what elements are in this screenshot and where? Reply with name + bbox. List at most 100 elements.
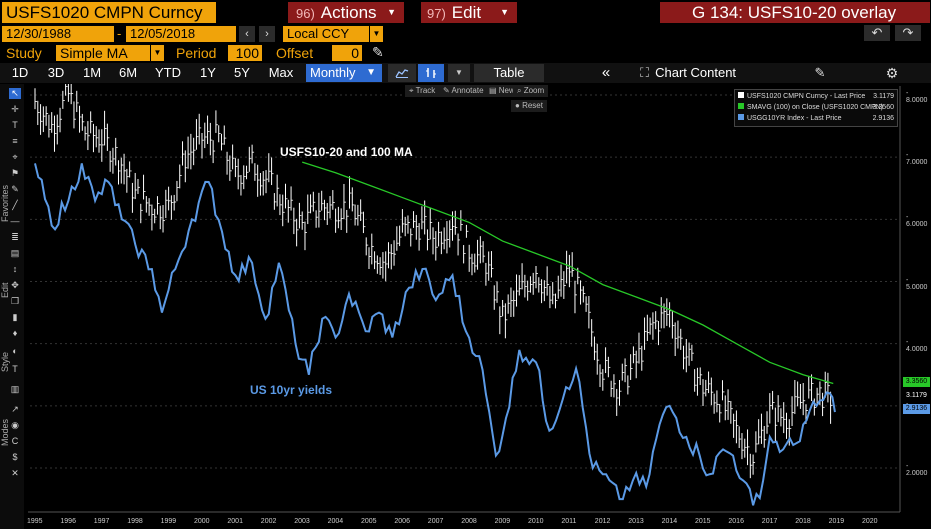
currency-field[interactable]: Local CCY xyxy=(283,26,369,42)
ruler-icon[interactable]: ╱ xyxy=(12,200,18,210)
arrows-icon[interactable]: ✥ xyxy=(11,280,19,290)
x-tick-label: 2002 xyxy=(260,518,277,525)
period-input[interactable]: 100 xyxy=(228,45,262,61)
currency-dropdown-icon[interactable]: ▼ xyxy=(370,26,383,42)
frequency-select[interactable]: Monthly ▼ xyxy=(306,64,382,82)
line-tool-icon[interactable]: — xyxy=(10,216,20,226)
yields-annotation[interactable]: US 10yr yields xyxy=(250,383,333,397)
timeframe-6m[interactable]: 6M xyxy=(118,65,138,80)
legend-item-price: USFS1020 CMPN Curncy - Last Price 3.1179 xyxy=(738,92,896,102)
favorites-label: Favorites xyxy=(0,184,10,222)
x-tick-label: 2015 xyxy=(695,518,711,525)
legend-item-yield: USGG10YR Index - Last Price 2.9136 xyxy=(738,114,896,124)
bar-chart-icon[interactable] xyxy=(418,64,444,82)
timeframe-1y[interactable]: 1Y xyxy=(200,65,216,80)
annotate-icon: ✎ xyxy=(443,86,452,95)
x-tick-label: 2016 xyxy=(728,518,744,525)
offset-input[interactable]: 0 xyxy=(332,45,362,61)
mode-cash-icon[interactable]: $ xyxy=(12,452,18,462)
delete-icon[interactable]: ▮ xyxy=(12,312,18,322)
mode-x-icon[interactable]: ✕ xyxy=(11,468,19,478)
pointer-icon[interactable]: ↖ xyxy=(9,88,21,99)
text-tool-icon[interactable]: T xyxy=(12,120,18,130)
edit-number: 97) xyxy=(427,6,446,21)
offset-label: Offset xyxy=(276,45,314,61)
x-tick-label: 2007 xyxy=(427,518,444,525)
actions-menu-button[interactable]: 96) Actions ▼ xyxy=(288,2,404,23)
fill-icon[interactable]: ▥ xyxy=(10,384,20,394)
track-button[interactable]: ⌖ Track xyxy=(405,85,440,97)
moving-average-line xyxy=(302,161,834,385)
x-tick-label: 2000 xyxy=(194,518,210,525)
table-button[interactable]: Table xyxy=(474,64,544,82)
mode-line-icon[interactable]: ↗ xyxy=(11,404,19,414)
x-tick-label: 2010 xyxy=(528,518,544,525)
timeframe-1m[interactable]: 1M xyxy=(82,65,102,80)
chart-canvas[interactable] xyxy=(0,84,931,529)
text-style-icon[interactable]: T xyxy=(12,364,18,374)
zoom-button[interactable]: ⌕ Zoom xyxy=(513,85,549,97)
timeframe-ytd[interactable]: YTD xyxy=(155,65,181,80)
frequency-caret-icon: ▼ xyxy=(366,67,376,78)
edit-label: Edit xyxy=(451,3,482,22)
chart-content-button[interactable]: ⛶ Chart Content xyxy=(640,64,790,82)
modes-side-label: Modes xyxy=(0,418,10,446)
mode-circle-icon[interactable]: ◉ xyxy=(11,420,19,430)
news-icon: ▤ xyxy=(489,86,499,95)
legend-swatch-price xyxy=(738,92,744,98)
legend-name-yield: USGG10YR Index - Last Price xyxy=(747,115,842,122)
end-date-field[interactable]: 12/05/2018 xyxy=(126,26,236,42)
x-tick-label: 2004 xyxy=(327,518,344,525)
study-bar: Study Simple MA ▼ Period 100 Offset 0 ✎ xyxy=(0,44,931,62)
reset-icon: ● xyxy=(515,101,523,110)
undo-icon[interactable]: ↶ xyxy=(864,25,890,41)
move-icon[interactable]: ↕ xyxy=(12,264,18,274)
style-icon[interactable]: ◐ xyxy=(12,346,18,356)
ticker-field[interactable]: USFS1020 CMPN Curncy xyxy=(2,2,216,23)
chart-content-icon: ⛶ xyxy=(640,65,650,80)
left-toolbar: ↖ ✛ T ≡ ⌖ ⚑ ✎ ╱ — ≣ ▤ ↕ ✥ ❐ ▮ ♦ ◐ T ▥ ↗ … xyxy=(0,84,24,529)
date-back-icon[interactable]: ‹ xyxy=(239,26,255,42)
redo-icon[interactable]: ↷ xyxy=(895,25,921,41)
collapse-icon[interactable]: « xyxy=(601,64,611,81)
y-tick-label: - 7.0000 xyxy=(906,152,928,167)
timeframe-max[interactable]: Max xyxy=(268,65,294,80)
start-date-field[interactable]: 12/30/1988 xyxy=(2,26,114,42)
settings-gear-icon[interactable]: ⚙ xyxy=(885,65,899,81)
fib-icon[interactable]: ≡ xyxy=(12,136,18,146)
crosshair-icon[interactable]: ✛ xyxy=(11,104,19,114)
page-title: G 134: USFS10-20 overlay xyxy=(660,2,930,23)
annotate-button[interactable]: ✎ Annotate xyxy=(439,85,488,97)
edit-chart-icon[interactable]: ✎ xyxy=(814,65,826,80)
y-tick-label: - 2.0000 xyxy=(906,463,928,477)
x-tick-label: 2008 xyxy=(461,518,477,525)
price-value-tag: 3.1179 xyxy=(903,391,930,401)
date-forward-icon[interactable]: › xyxy=(259,26,275,42)
study-select[interactable]: Simple MA xyxy=(56,45,150,61)
pen-icon[interactable]: ✎ xyxy=(11,184,19,194)
date-separator: - xyxy=(117,26,122,41)
flag-icon[interactable]: ⚑ xyxy=(10,168,20,178)
forward-annotation[interactable]: USFS10-20 and 100 MA xyxy=(280,145,413,159)
table-tool-icon[interactable]: ▤ xyxy=(10,248,20,258)
study-label: Study xyxy=(6,45,42,61)
timeframe-1d[interactable]: 1D xyxy=(11,65,29,80)
style-side-label: Style xyxy=(0,351,10,372)
marker-icon[interactable]: ♦ xyxy=(12,328,18,338)
chart-area[interactable] xyxy=(0,84,931,529)
line-chart-icon[interactable] xyxy=(388,64,416,82)
chart-type-dropdown-icon[interactable]: ▼ xyxy=(448,64,470,82)
yield-value-tag: 2.9136 xyxy=(903,404,930,414)
copy-icon[interactable]: ❐ xyxy=(10,296,20,306)
timeframe-5y[interactable]: 5Y xyxy=(234,65,250,80)
pencil-icon[interactable]: ✎ xyxy=(372,44,384,60)
actions-caret-icon: ▼ xyxy=(387,7,396,17)
chart-legend[interactable]: USFS1020 CMPN Curncy - Last Price 3.1179… xyxy=(734,89,898,127)
study-dropdown-icon[interactable]: ▼ xyxy=(151,45,164,61)
edit-menu-button[interactable]: 97) Edit ▼ xyxy=(421,2,517,23)
timeframe-3d[interactable]: 3D xyxy=(47,65,65,80)
pin-icon[interactable]: ⌖ xyxy=(12,152,18,162)
mode-c-icon[interactable]: C xyxy=(11,436,19,446)
channel-icon[interactable]: ≣ xyxy=(11,232,19,242)
reset-button[interactable]: ● Reset xyxy=(511,100,547,112)
